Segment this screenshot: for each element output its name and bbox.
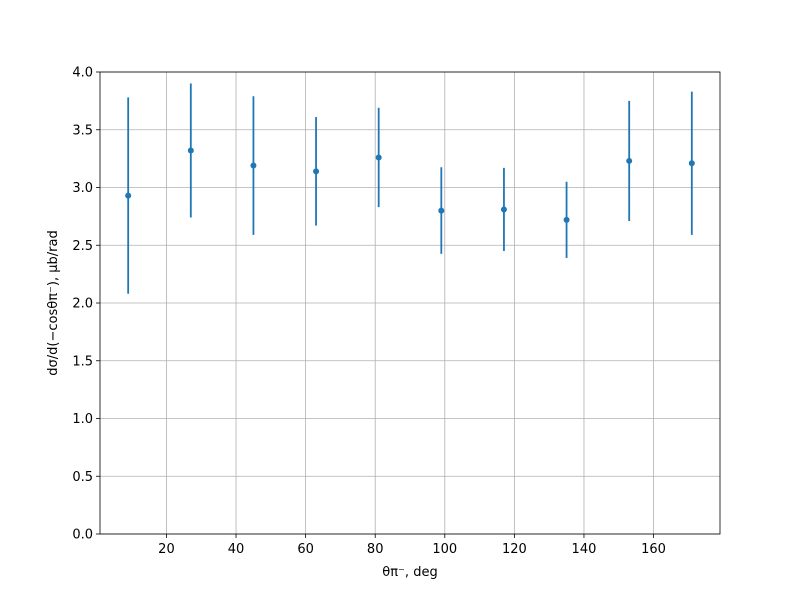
y-axis-label: dσ/d(−cosθπ⁻), μb/rad xyxy=(46,230,61,375)
y-tick-label: 0.5 xyxy=(72,470,93,485)
data-point xyxy=(688,160,695,167)
y-tick-label: 1.0 xyxy=(72,412,93,427)
x-axis-label: θπ⁻, deg xyxy=(382,565,437,580)
x-tick-label: 80 xyxy=(367,542,384,557)
data-point xyxy=(125,192,132,199)
x-tick-label: 140 xyxy=(572,542,597,557)
x-tick-label: 100 xyxy=(432,542,457,557)
y-tick-label: 3.0 xyxy=(72,181,93,196)
y-tick-label: 3.5 xyxy=(72,123,93,138)
data-point xyxy=(187,147,194,154)
data-point xyxy=(500,206,507,213)
data-point xyxy=(250,162,257,169)
data-point xyxy=(563,216,570,223)
data-point xyxy=(438,207,445,214)
data-point xyxy=(626,157,633,164)
x-tick-label: 60 xyxy=(297,542,314,557)
plot-frame xyxy=(99,71,721,535)
y-tick-label: 1.5 xyxy=(72,354,93,369)
data-point xyxy=(313,168,320,175)
y-tick-label: 2.0 xyxy=(72,297,93,312)
x-tick-label: 40 xyxy=(228,542,245,557)
x-tick-label: 20 xyxy=(158,542,175,557)
x-tick-label: 160 xyxy=(641,542,666,557)
x-tick-label: 120 xyxy=(502,542,527,557)
data-point xyxy=(375,154,382,161)
y-tick-label: 0.0 xyxy=(72,528,93,543)
y-tick-label: 2.5 xyxy=(72,239,93,254)
y-tick-label: 4.0 xyxy=(72,66,93,81)
